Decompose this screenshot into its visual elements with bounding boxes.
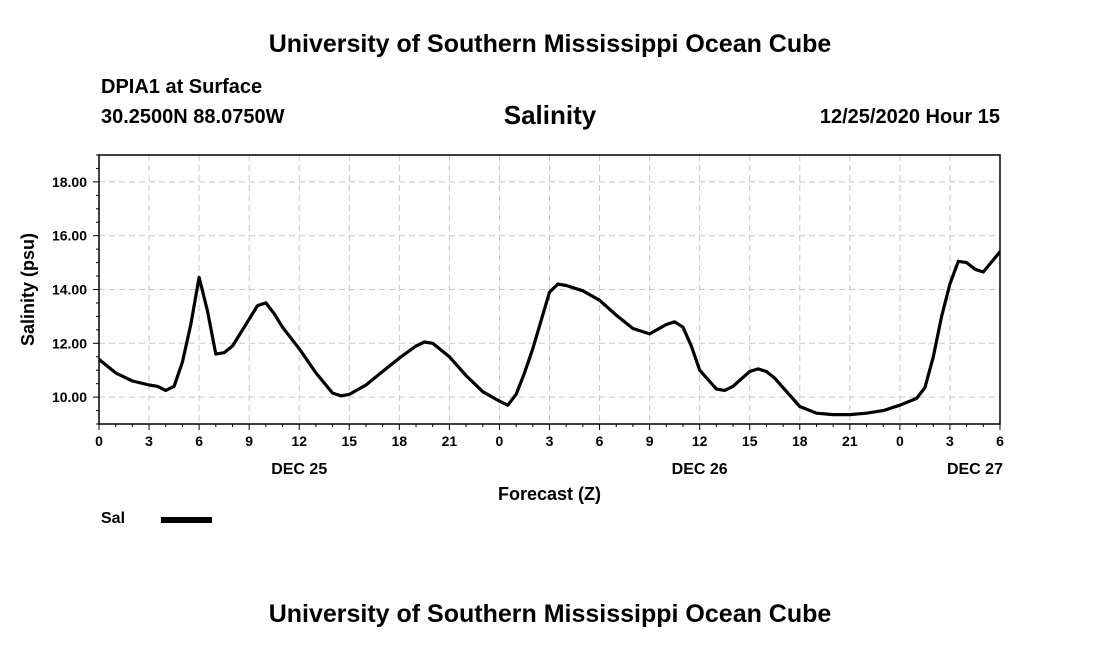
- x-tick-label: 21: [842, 433, 858, 449]
- x-tick-label: 0: [95, 433, 103, 449]
- x-tick-label: 9: [245, 433, 253, 449]
- axis-labels: 0 3 6 9 12 15 18 21 0 3 6 9 12 15 18 21 0 3 6 10.00 12.00 14.…: [52, 174, 1004, 478]
- x-axis-title: Forecast (Z): [498, 484, 601, 504]
- x-tick-label: 0: [896, 433, 904, 449]
- date-label: DEC 27: [947, 461, 1003, 478]
- x-tick-label: 15: [742, 433, 758, 449]
- series-line-sal: [99, 250, 1000, 417]
- coordinates-label: 30.2500N 88.0750W: [101, 106, 285, 128]
- x-tick-label: 18: [392, 433, 408, 449]
- page-title: University of Southern Mississippi Ocean…: [268, 30, 832, 58]
- x-tick-label: 12: [291, 433, 307, 449]
- x-tick-label: 6: [195, 433, 203, 449]
- x-tick-label: 0: [496, 433, 504, 449]
- axis-ticks: [93, 154, 1001, 430]
- y-tick-label: 14.00: [52, 282, 87, 298]
- plot-frame: [98, 154, 1001, 425]
- x-tick-label: 21: [442, 433, 458, 449]
- legend-swatch: [161, 517, 212, 523]
- legend-label: Sal: [101, 510, 126, 527]
- x-tick-label: 3: [145, 433, 153, 449]
- x-tick-label: 15: [341, 433, 357, 449]
- chart-title: Salinity: [503, 100, 597, 130]
- date-label: DEC 26: [672, 461, 728, 478]
- date-label: DEC 25: [271, 461, 327, 478]
- station-label: DPIA1 at Surface: [101, 76, 263, 98]
- y-tick-label: 10.00: [52, 389, 87, 405]
- x-tick-label: 6: [596, 433, 604, 449]
- forecast-datetime: 12/25/2020 Hour 15: [819, 106, 1000, 128]
- x-tick-label: 6: [996, 433, 1004, 449]
- series-layer: [99, 250, 1000, 417]
- y-tick-label: 12.00: [52, 335, 87, 351]
- x-tick-label: 12: [692, 433, 708, 449]
- grid-lines: [99, 155, 1000, 424]
- x-tick-label: 9: [646, 433, 654, 449]
- y-tick-label: 18.00: [52, 174, 87, 190]
- footer-title: University of Southern Mississippi Ocean…: [268, 600, 832, 628]
- x-tick-label: 3: [946, 433, 954, 449]
- y-axis-title: Salinity (psu): [18, 233, 38, 346]
- x-tick-label: 3: [546, 433, 554, 449]
- y-tick-label: 16.00: [52, 228, 87, 244]
- x-tick-label: 18: [792, 433, 808, 449]
